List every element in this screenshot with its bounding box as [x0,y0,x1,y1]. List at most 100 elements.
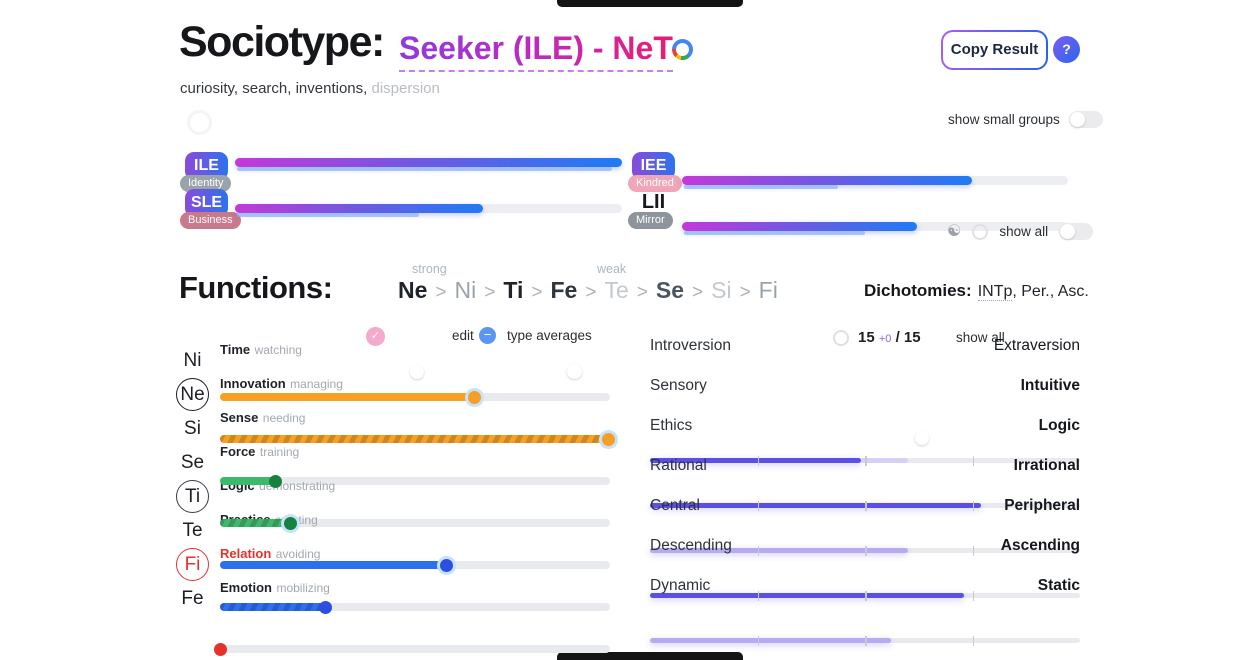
seq-item: Se [655,277,684,303]
function-fill [220,558,454,572]
seq-item: Ne [398,277,428,303]
dichotomy-right-label: Peripheral [1004,497,1080,514]
function-code-ni: Ni [183,350,202,371]
counter-total: / 15 [895,329,921,346]
type-score-secondary [684,231,866,235]
dichotomy-left-label: Ethics [650,417,693,434]
dichotomies-summary: Dichotomies: INTp, Per., Asc. [864,281,1089,301]
functions-heading: Functions: [179,270,333,305]
slider-knob[interactable] [467,390,481,404]
function-slider-ni[interactable] [220,390,610,404]
seq-separator: > [692,282,704,303]
type-badge-lii[interactable]: LII [641,191,666,213]
toggle-knob [410,365,424,379]
function-name: Time [220,342,251,357]
function-slider-te[interactable] [220,600,610,614]
seq-separator: > [484,282,496,303]
slider-knob[interactable] [214,642,227,656]
dichotomy-radio-circle[interactable] [833,330,849,346]
seq-item: Fi [758,277,778,303]
function-verb: avoiding [275,547,321,561]
tick-mark [757,456,759,466]
collapse-minus-button[interactable]: − [479,327,496,344]
dichotomy-bar [650,456,1080,466]
dichotomy-right-label: Logic [1038,417,1080,434]
help-button[interactable]: ? [1053,36,1080,63]
function-name: Force [220,444,256,459]
placeholder-spinner-icon [187,110,212,135]
yin-yang-icon[interactable]: ☯ [947,222,962,240]
function-sequence: strong weak Ne > Ni > Ti > Fe > Te > Se > Si > … [398,262,778,304]
radio-circle[interactable] [972,223,989,240]
function-fill [220,390,481,404]
dichotomy-extra-fill [860,458,908,463]
confirm-check-button[interactable]: ✓ [366,327,385,346]
dichotomy-type-code: INTp [977,283,1013,301]
seq-separator: > [531,282,543,303]
keywords-muted: dispersion [367,80,440,97]
type-averages-label: type averages [507,328,592,343]
type-score-bar-sle [235,204,622,217]
function-slider-fi[interactable] [214,642,610,656]
function-name: Sense [220,410,259,425]
function-verb: needing [262,411,306,425]
seq-item: Ni [454,277,477,303]
toggle-knob [1060,224,1076,239]
tick-mark [757,591,759,601]
type-score-secondary [237,167,613,171]
relation-pill-kindred: Kindred [628,175,682,192]
type-score-fill [682,176,972,185]
seq-item: Te [604,277,629,303]
top-notch-bar [557,0,743,7]
dichotomy-fill [650,458,861,463]
function-code-se: Se [180,452,205,473]
type-score-bar-iee [682,176,1068,189]
show-small-groups-toggle[interactable] [1068,111,1103,128]
slider-knob[interactable] [284,516,298,530]
function-slider-ne[interactable] [220,432,616,446]
function-slider-se[interactable] [220,516,610,530]
counter-delta: +0 [878,333,892,345]
dichotomy-bar [650,636,1080,646]
slider-knob[interactable] [268,474,282,488]
copy-result-label: Copy Result [943,32,1046,68]
toggle-knob [1069,112,1085,127]
function-slider-si[interactable] [220,474,610,488]
tick-mark [972,636,974,646]
tick-mark [865,456,867,466]
counter-current: 15 [858,329,875,346]
function-slider-ti[interactable] [220,558,610,572]
sociotype-result-link[interactable]: Seeker (ILE) - NeT [399,30,673,72]
type-score-fill [235,158,622,167]
tick-mark [865,501,867,511]
function-verb: watching [254,343,302,357]
dichotomy-left-label: Introversion [650,337,731,354]
dichotomy-extra: , Per., Asc. [1012,283,1089,300]
function-verb: training [259,445,300,459]
seq-separator: > [636,282,648,303]
dichotomy-counter: 15 +0 / 15 [858,329,921,346]
seq-separator: > [585,282,597,303]
tick-mark [865,636,867,646]
function-fill [220,516,298,530]
copy-result-button[interactable]: Copy Result [941,30,1048,70]
dichotomies-show-all-label: show all [956,330,1005,345]
function-code-ti: Ti [176,480,209,513]
dichotomy-right-label: Intuitive [1020,377,1080,394]
function-fill [220,432,616,446]
function-fill [220,474,282,488]
slider-knob[interactable] [319,600,333,614]
slider-knob[interactable] [440,558,454,572]
dichotomy-fill [650,548,908,553]
slider-knob[interactable] [602,432,616,446]
seq-item: Si [711,277,732,303]
dichotomies-heading: Dichotomies: [864,281,972,300]
function-code-fe: Fe [181,588,204,609]
tick-mark [972,501,974,511]
type-score-bar-ile [235,158,622,171]
relation-pill-mirror: Mirror [628,212,673,229]
dichotomy-right-label: Ascending [1000,537,1080,554]
dichotomy-bar [650,501,1080,511]
types-show-all-toggle[interactable] [1059,223,1094,240]
